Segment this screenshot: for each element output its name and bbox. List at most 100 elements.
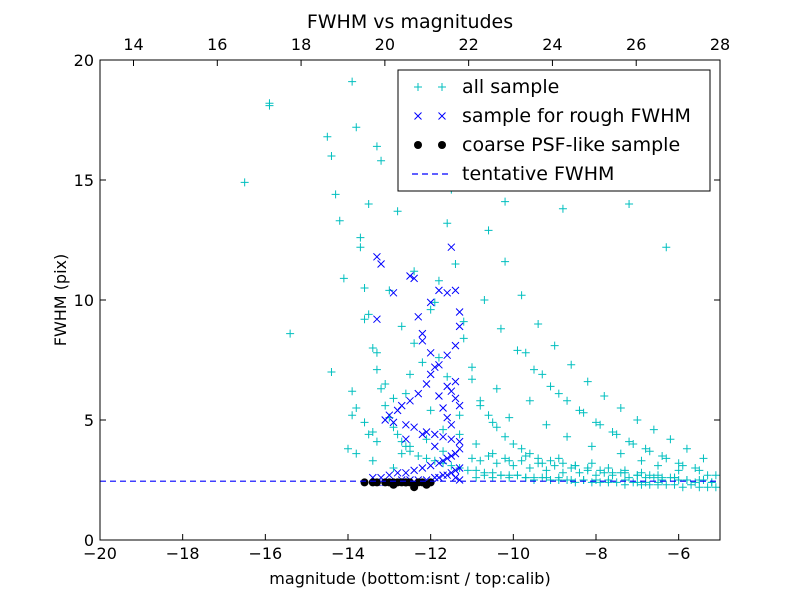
all-sample-point xyxy=(348,77,357,86)
all-sample-point xyxy=(501,432,510,441)
top-x-tick-label: 18 xyxy=(291,35,311,54)
rough-fwhm-point xyxy=(451,466,460,475)
all-sample-point xyxy=(414,452,423,460)
all-sample-point xyxy=(703,483,712,492)
all-sample-point xyxy=(666,435,675,444)
all-sample-point xyxy=(352,449,361,458)
all-sample-point xyxy=(517,291,526,300)
all-sample-point xyxy=(608,428,617,436)
rough-fwhm-point xyxy=(435,392,443,400)
all-sample-point xyxy=(517,444,526,453)
all-sample-point xyxy=(571,478,580,487)
x-tick-label: −10 xyxy=(496,544,530,563)
rough-fwhm-point xyxy=(414,312,423,321)
all-sample-point xyxy=(501,454,510,463)
rough-fwhm-point xyxy=(385,471,394,480)
psf-like-point xyxy=(410,483,419,492)
all-sample-point xyxy=(658,452,667,460)
all-sample-point xyxy=(377,156,386,165)
all-sample-point xyxy=(699,454,708,463)
all-sample-point xyxy=(616,449,625,458)
all-sample-point xyxy=(575,406,584,415)
rough-fwhm-point xyxy=(439,432,447,441)
all-sample-point xyxy=(459,317,468,326)
all-sample-point xyxy=(662,480,671,489)
all-sample-point xyxy=(368,344,377,352)
all-sample-point xyxy=(348,411,357,420)
all-sample-point xyxy=(439,425,448,434)
all-sample-point xyxy=(484,226,493,235)
all-sample-point xyxy=(364,430,373,439)
rough-fwhm-point xyxy=(426,298,435,307)
all-sample-point xyxy=(360,315,369,324)
all-sample-point xyxy=(401,389,410,398)
rough-fwhm-point xyxy=(373,315,381,324)
rough-fwhm-point xyxy=(451,286,460,295)
rough-fwhm-point xyxy=(455,464,464,472)
all-sample-point xyxy=(410,339,419,348)
all-sample-point xyxy=(525,396,534,405)
all-sample-point xyxy=(468,363,476,372)
all-sample-point xyxy=(476,401,485,410)
all-sample-point xyxy=(583,466,592,475)
rough-fwhm-point xyxy=(430,442,439,451)
all-sample-point xyxy=(509,461,518,470)
rough-fwhm-point xyxy=(410,466,418,475)
all-sample-point xyxy=(459,334,468,343)
top-x-tick-label: 24 xyxy=(542,35,562,54)
rough-fwhm-point xyxy=(377,260,385,268)
all-sample-point xyxy=(592,418,600,427)
top-x-tick-label: 14 xyxy=(123,35,143,54)
all-sample-point xyxy=(434,276,443,285)
all-sample-point xyxy=(674,459,683,468)
all-sample-point xyxy=(492,459,501,468)
all-sample-point xyxy=(352,404,361,412)
all-sample-point xyxy=(513,346,522,355)
top-x-tick-label: 26 xyxy=(626,35,646,54)
all-sample-point xyxy=(335,216,344,225)
legend-label-rough-fwhm: sample for rough FWHM xyxy=(462,105,691,127)
all-sample-point xyxy=(422,454,431,463)
all-sample-point xyxy=(654,480,662,489)
rough-fwhm-point xyxy=(451,449,460,458)
rough-fwhm-point xyxy=(443,454,452,463)
all-sample-point xyxy=(658,476,667,484)
all-sample-point xyxy=(554,389,563,398)
all-sample-point xyxy=(629,478,638,487)
rough-fwhm-point xyxy=(451,473,460,482)
all-sample-point xyxy=(331,190,340,199)
psf-like-point xyxy=(360,478,369,487)
all-sample-point xyxy=(691,478,700,487)
all-sample-point xyxy=(513,471,522,480)
all-sample-point xyxy=(649,425,658,434)
all-sample-point xyxy=(348,387,357,396)
chart-marks xyxy=(100,77,720,492)
all-sample-point xyxy=(418,358,427,367)
all-sample-point xyxy=(389,394,398,403)
all-sample-point xyxy=(554,454,563,463)
all-sample-point xyxy=(472,466,481,475)
legend-marker-plus xyxy=(414,83,422,91)
rough-fwhm-point xyxy=(439,404,447,412)
legend-box xyxy=(397,69,711,192)
all-sample-point xyxy=(364,200,373,208)
rough-fwhm-point xyxy=(381,416,390,424)
y-axis-label: FWHM (pix) xyxy=(51,254,70,347)
top-x-tick-label: 22 xyxy=(458,35,478,54)
all-sample-point xyxy=(641,444,650,453)
rough-fwhm-point xyxy=(435,360,443,369)
all-sample-point xyxy=(629,440,638,448)
all-sample-point xyxy=(616,404,625,412)
rough-fwhm-point xyxy=(430,430,439,439)
rough-fwhm-point xyxy=(410,423,418,432)
all-sample-point xyxy=(596,420,605,429)
rough-fwhm-point xyxy=(406,396,414,405)
legend-label-all-sample: all sample xyxy=(462,76,559,98)
all-sample-point xyxy=(381,380,390,388)
all-sample-point xyxy=(397,449,406,458)
all-sample-point xyxy=(579,408,588,417)
x-tick-label: −18 xyxy=(166,544,200,563)
all-sample-point xyxy=(393,430,402,439)
all-sample-point xyxy=(517,456,526,465)
all-sample-point xyxy=(488,473,497,482)
